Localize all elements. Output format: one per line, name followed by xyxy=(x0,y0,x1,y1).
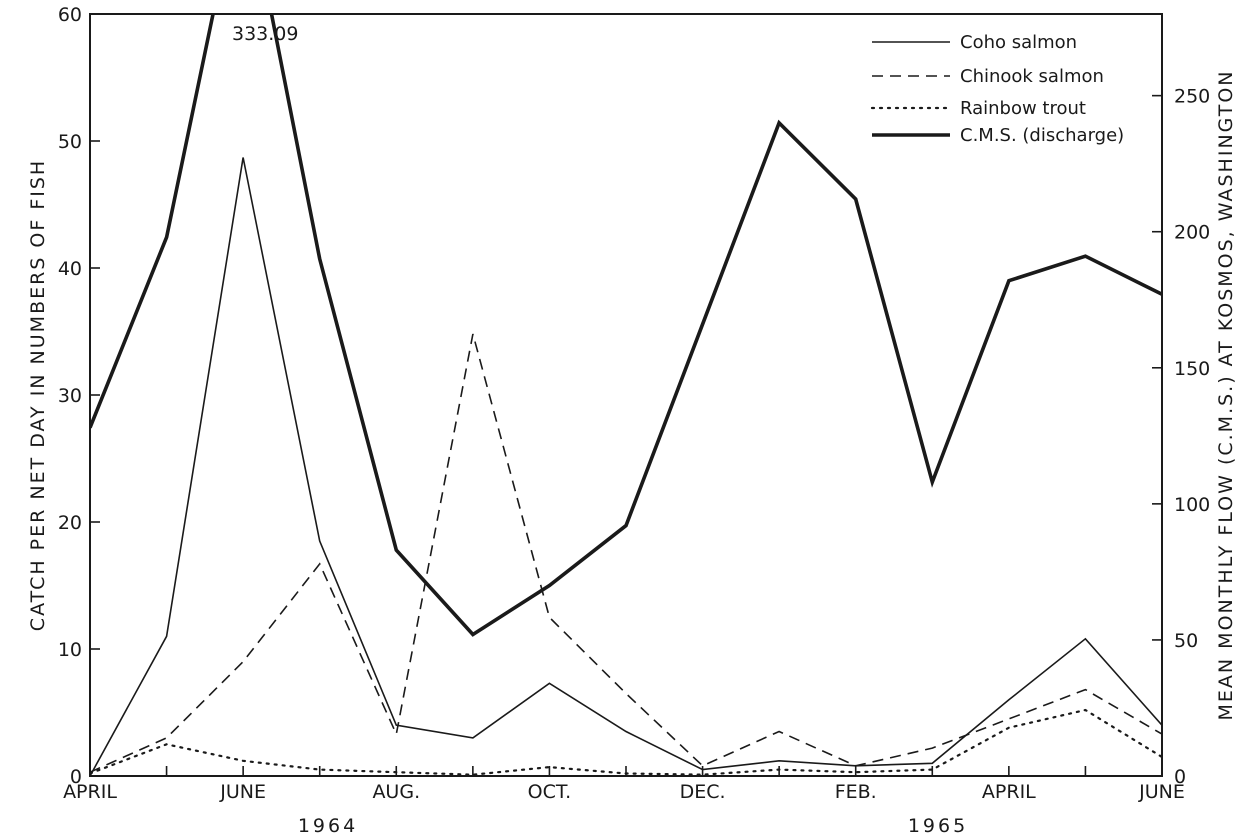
x-tick-label: DEC. xyxy=(680,781,726,803)
x-tick-label: JUNE xyxy=(219,781,266,803)
y2-tick-label: 200 xyxy=(1174,222,1210,244)
x-tick-label: JUNE xyxy=(1138,781,1185,803)
y-axis-label-right: MEAN MONTHLY FLOW (C.M.S.) AT KOSMOS, WA… xyxy=(1215,70,1237,721)
series-line-chinook xyxy=(90,333,1162,773)
annotation-peak: 333.09 xyxy=(232,23,298,45)
legend-label-chinook: Chinook salmon xyxy=(960,66,1104,87)
series-line-cms xyxy=(90,14,1162,637)
y-tick-label: 30 xyxy=(58,385,82,407)
y-tick-label: 10 xyxy=(58,639,82,661)
y2-tick-label: 0 xyxy=(1174,766,1186,788)
x-tick-label: APRIL xyxy=(982,781,1036,803)
y2-tick-label: 50 xyxy=(1174,630,1198,652)
legend-label-coho: Coho salmon xyxy=(960,32,1077,53)
y-tick-label: 20 xyxy=(58,512,82,534)
x-tick-label: OCT. xyxy=(528,781,572,803)
x-tick-label: APRIL xyxy=(63,781,117,803)
x-tick-label: AUG. xyxy=(372,781,420,803)
series-layer xyxy=(90,14,1162,776)
year-label-1965: 1965 xyxy=(908,815,968,837)
left-axis: 0 10 20 30 40 50 60 xyxy=(58,4,100,788)
y-axis-label-left: CATCH PER NET DAY IN NUMBERS OF FISH xyxy=(27,159,49,631)
y-tick-label: 50 xyxy=(58,131,82,153)
legend-label-cms: C.M.S. (discharge) xyxy=(960,125,1124,146)
right-axis: 0 50 100 150 200 250 xyxy=(1152,86,1210,788)
x-tick-label: FEB. xyxy=(835,781,877,803)
y2-tick-label: 150 xyxy=(1174,358,1210,380)
legend-label-rainbow: Rainbow trout xyxy=(960,98,1086,119)
y-tick-label: 0 xyxy=(70,766,82,788)
y2-tick-label: 250 xyxy=(1174,86,1210,108)
y-tick-label: 60 xyxy=(58,4,82,26)
y-tick-label: 40 xyxy=(58,258,82,280)
year-label-1964: 1964 xyxy=(298,815,358,837)
series-line-rainbow xyxy=(90,708,1162,776)
series-line-coho xyxy=(90,157,1162,776)
y2-tick-label: 100 xyxy=(1174,494,1210,516)
legend: Coho salmon Chinook salmon Rainbow trout… xyxy=(870,32,1124,146)
x-axis: APRIL JUNE AUG. OCT. DEC. FEB. APRIL JUNE xyxy=(63,766,1185,803)
